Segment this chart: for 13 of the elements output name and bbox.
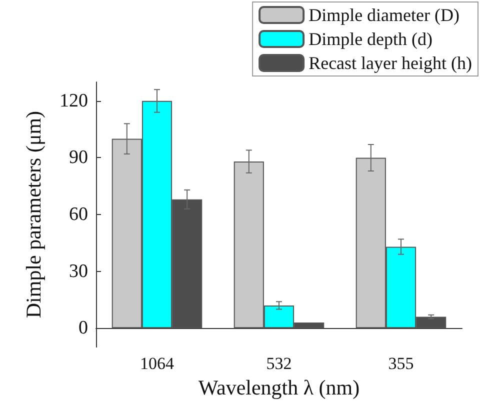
y-tick-label: 0: [78, 318, 88, 339]
x-tick-label: 532: [266, 354, 292, 374]
y-tick-label: 90: [69, 147, 88, 168]
y-tick-label: 30: [69, 260, 88, 282]
y-tick-label: 60: [69, 204, 88, 226]
legend-label: Dimple depth (d): [308, 29, 433, 49]
x-tick-label: 1064: [140, 354, 174, 374]
legend-label: Recast layer height (h): [308, 53, 472, 73]
legend-label: Dimple diameter (D): [308, 5, 460, 25]
y-tick-label: 120: [60, 90, 88, 112]
y-axis-title: Dimple parameters (μm): [22, 110, 46, 318]
x-axis-title: Wavelength λ (nm): [198, 376, 360, 400]
x-tick-label: 355: [388, 354, 414, 374]
